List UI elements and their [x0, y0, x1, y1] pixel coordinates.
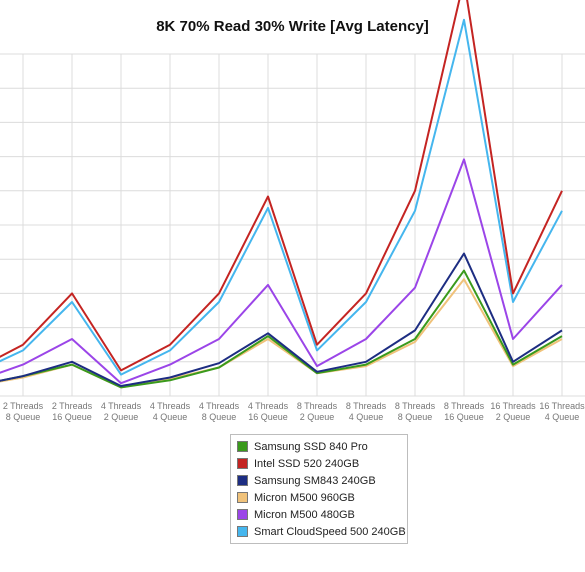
- series-line-intel-ssd-520-240gb: [0, 0, 563, 372]
- legend-item: Smart CloudSpeed 500 240GB: [231, 523, 407, 540]
- legend-item: Micron M500 960GB: [231, 489, 407, 506]
- series-line-micron-m500-480gb: [0, 158, 563, 385]
- x-tick-label: 4 Threads 8 Queue: [199, 401, 240, 422]
- x-tick-label: 16 Threads 4 Queue: [539, 401, 585, 422]
- x-tick-label: 4 Threads 2 Queue: [101, 401, 142, 422]
- legend-label: Smart CloudSpeed 500 240GB: [254, 525, 406, 538]
- legend-item: Samsung SSD 840 Pro: [231, 438, 407, 455]
- legend-label: Samsung SM843 240GB: [254, 474, 376, 487]
- chart-title: 8K 70% Read 30% Write [Avg Latency]: [156, 18, 429, 35]
- legend-swatch: [237, 458, 248, 469]
- x-tick-label: 4 Threads 4 Queue: [150, 401, 191, 422]
- legend: Samsung SSD 840 Pro Intel SSD 520 240GB Sa…: [230, 434, 408, 544]
- legend-swatch: [237, 475, 248, 486]
- series-line-smart-cloudspeed-500-240gb: [0, 18, 563, 376]
- x-tick-label: 2 Threads 16 Queue: [52, 401, 93, 422]
- series-line-samsung-ssd-840-pro: [0, 269, 563, 389]
- x-tick-label: 2 Threads 8 Queue: [3, 401, 44, 422]
- legend-label: Micron M500 480GB: [254, 508, 355, 521]
- legend-swatch: [237, 526, 248, 537]
- legend-item: Samsung SM843 240GB: [231, 472, 407, 489]
- x-tick-label: 16 Threads 2 Queue: [490, 401, 536, 422]
- x-tick-label: 8 Threads 2 Queue: [297, 401, 338, 422]
- x-tick-label: 4 Threads 16 Queue: [248, 401, 289, 422]
- series-line-samsung-sm843-240gb: [0, 252, 563, 387]
- legend-item: Intel SSD 520 240GB: [231, 455, 407, 472]
- legend-label: Samsung SSD 840 Pro: [254, 440, 368, 453]
- legend-swatch: [237, 509, 248, 520]
- legend-swatch: [237, 492, 248, 503]
- legend-swatch: [237, 441, 248, 452]
- series-lines: [0, 0, 563, 389]
- legend-item: Micron M500 480GB: [231, 506, 407, 523]
- x-tick-label: 8 Threads 16 Queue: [444, 401, 485, 422]
- x-tick-label: 8 Threads 4 Queue: [346, 401, 387, 422]
- legend-label: Micron M500 960GB: [254, 491, 355, 504]
- x-tick-label: 8 Threads 8 Queue: [395, 401, 436, 422]
- legend-label: Intel SSD 520 240GB: [254, 457, 360, 470]
